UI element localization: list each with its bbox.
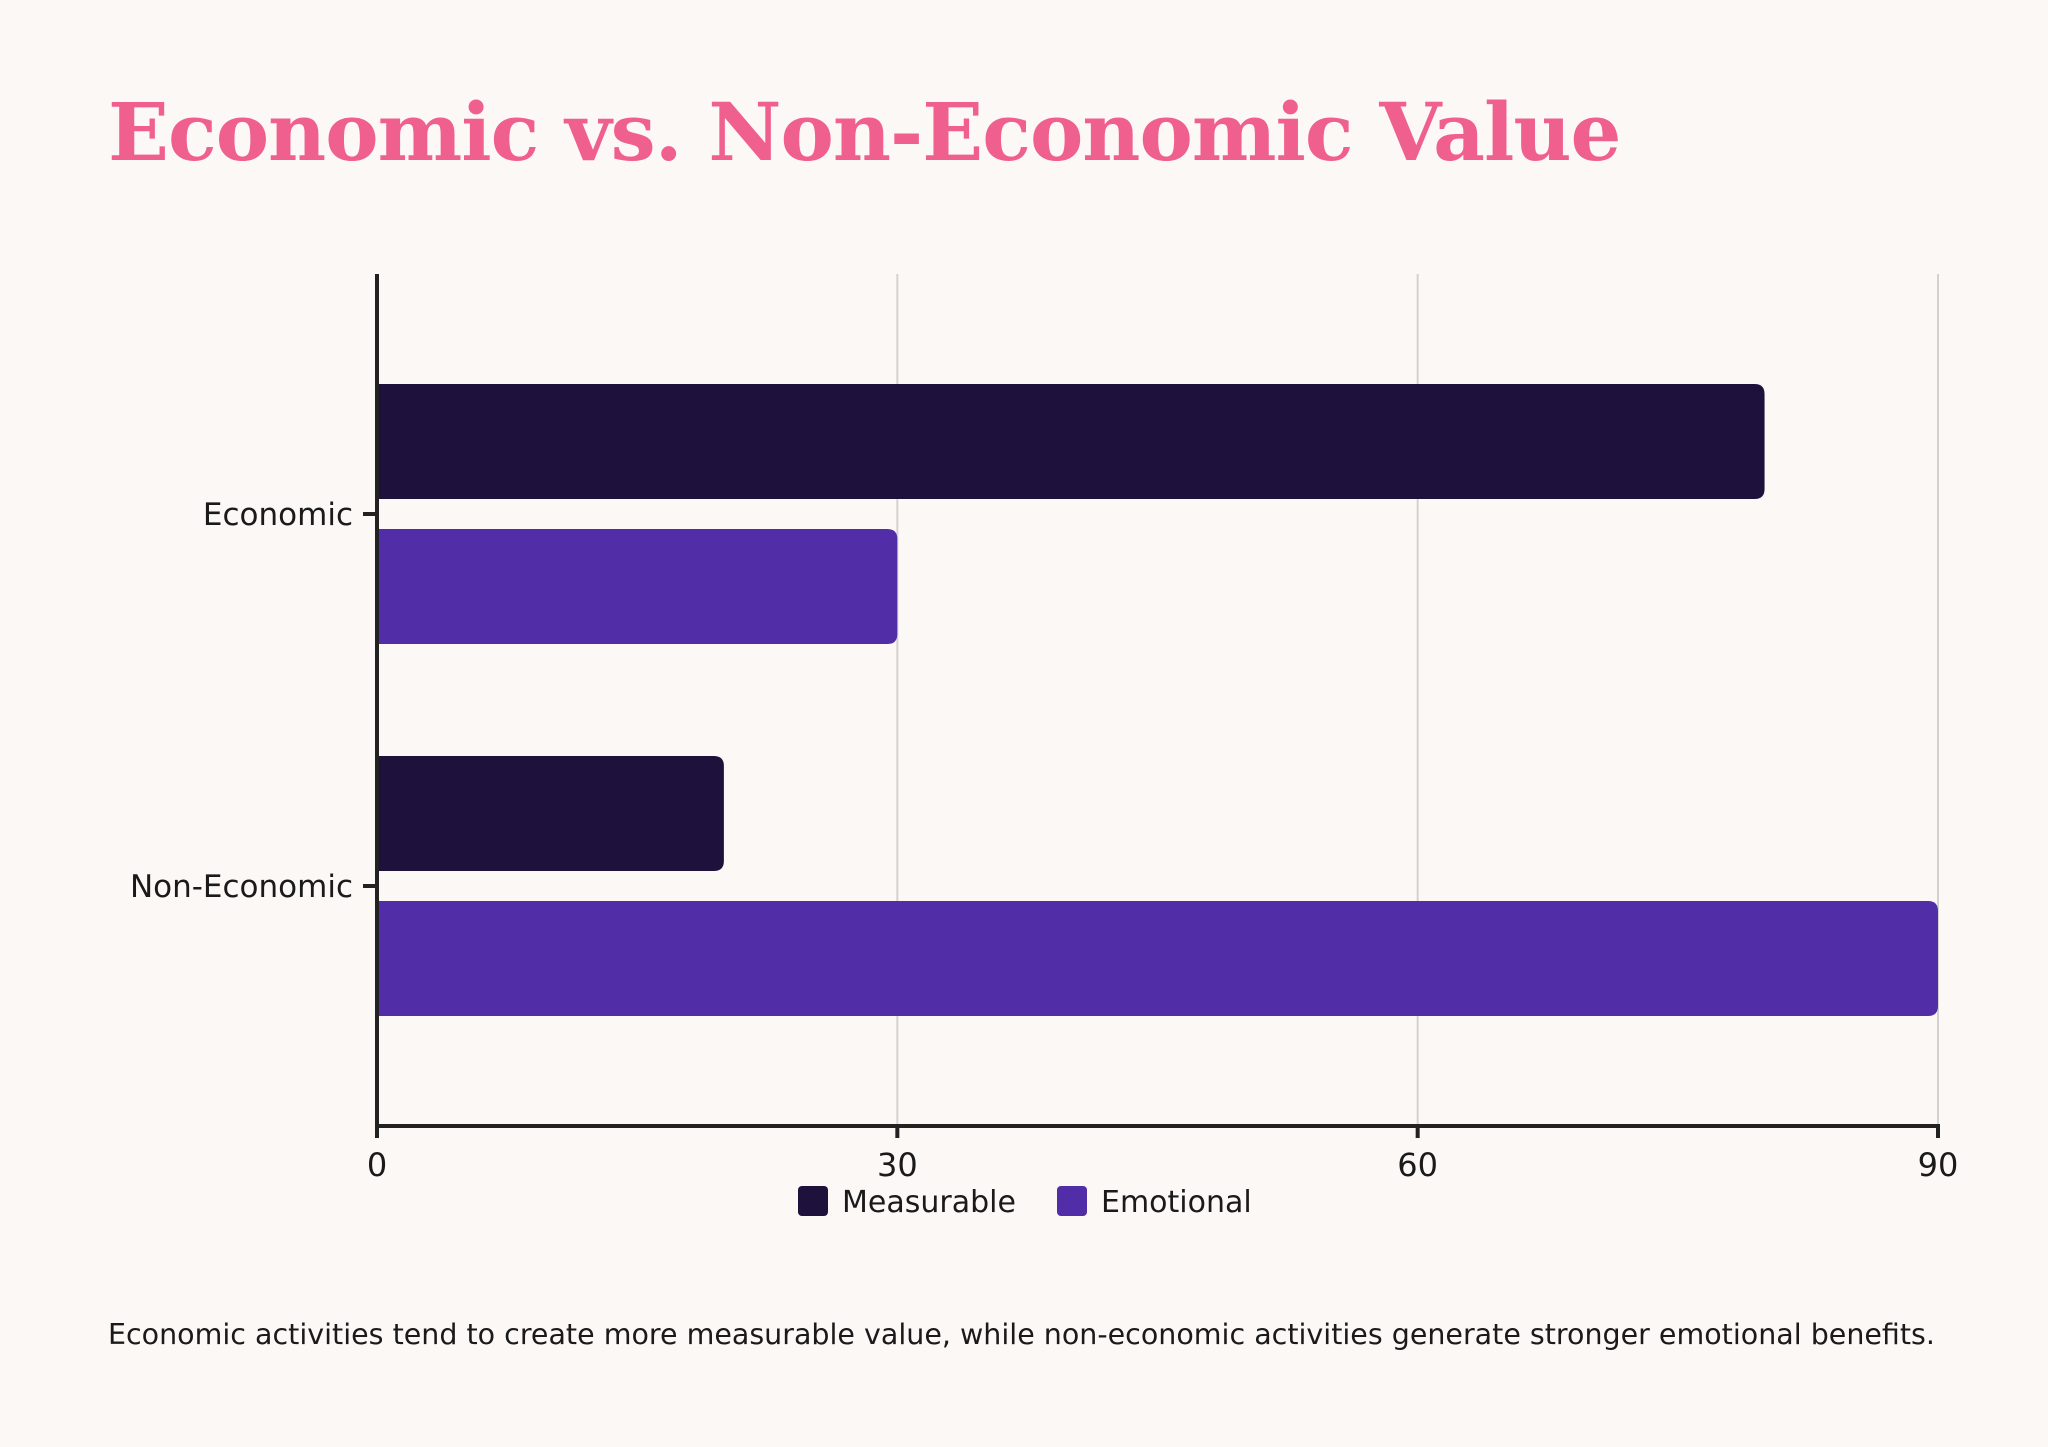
legend-label-emotional: Emotional <box>1101 1185 1252 1220</box>
bar-non-economic-measurable <box>377 756 724 871</box>
legend: Measurable Emotional <box>798 1185 1252 1220</box>
x-tick-label-0: 0 <box>367 1146 387 1184</box>
bar-economic-emotional <box>377 529 898 644</box>
axis-labels: 0 30 60 90 Economic Non-Economic <box>130 497 1958 1184</box>
legend-swatch-emotional <box>1057 1186 1087 1216</box>
chart-title: Economic vs. Non-Economic Value <box>108 85 1621 179</box>
legend-label-measurable: Measurable <box>842 1185 1016 1220</box>
category-label-non-economic: Non-Economic <box>130 869 353 905</box>
bars <box>377 384 1938 1016</box>
axes <box>363 274 1940 1138</box>
category-label-economic: Economic <box>203 497 353 533</box>
x-tick-label-30: 30 <box>877 1146 918 1184</box>
bar-economic-measurable <box>377 384 1765 499</box>
x-tick-label-90: 90 <box>1918 1146 1959 1184</box>
legend-swatch-measurable <box>798 1186 828 1216</box>
x-tick-label-60: 60 <box>1397 1146 1438 1184</box>
chart-caption: Economic activities tend to create more … <box>108 1318 1935 1351</box>
bar-non-economic-emotional <box>377 901 1938 1016</box>
